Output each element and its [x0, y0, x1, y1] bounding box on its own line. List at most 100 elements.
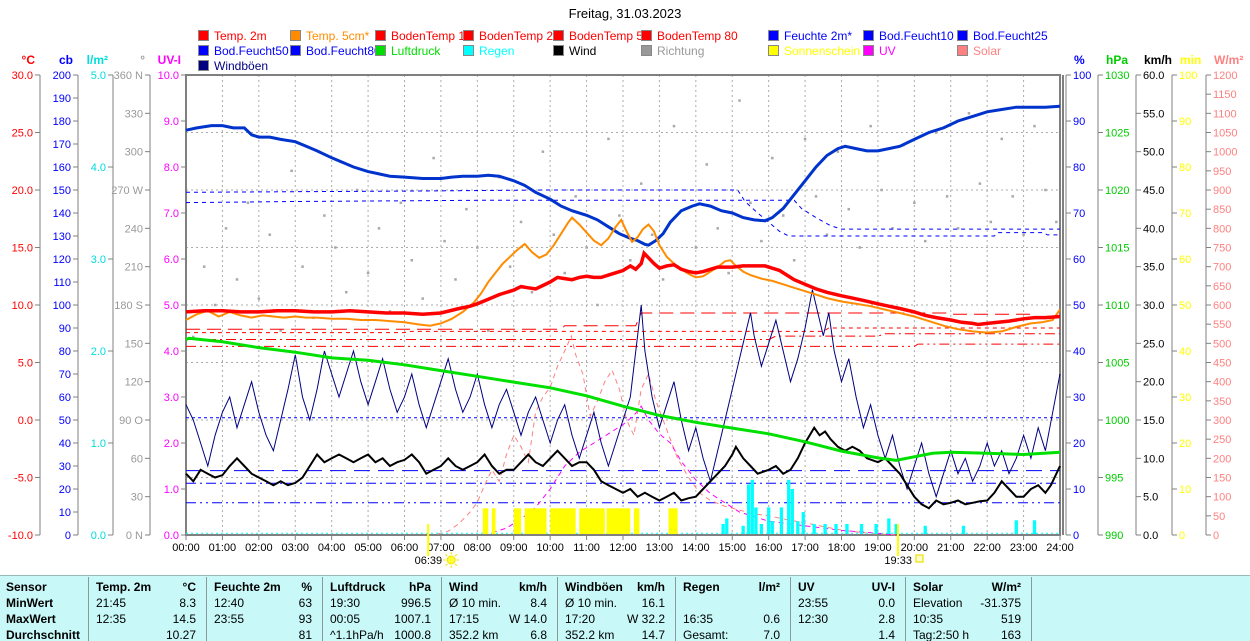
table-solar-minwert: Elevation -31.375 [913, 595, 1021, 611]
table-luftdruck-maxwert: 00:05 1007.1 [330, 611, 431, 627]
axis-tick-label: 150 [1213, 473, 1231, 485]
series-regen-bar [859, 523, 864, 534]
table-temp-2m-header: Temp. 2m °C [96, 579, 196, 595]
table-cell-right: W/m² [991, 580, 1021, 594]
series-regen-bar [725, 518, 729, 534]
axis-tick-label: 60.0 [1143, 70, 1164, 82]
legend-item-bodentemp-10: BodenTemp 10 [375, 29, 472, 43]
series-luftdruck [185, 336, 1061, 462]
series-richtung-dot [476, 246, 479, 249]
axis-tick-label: 10.0 [12, 300, 33, 312]
legend-swatch-icon [553, 30, 564, 41]
series-regen-bar [961, 525, 966, 534]
series-regen-bar [721, 523, 725, 534]
series-richtung-dot [924, 239, 927, 243]
axis-tick-label: 20 [1073, 438, 1085, 450]
series-richtung-dot [891, 227, 894, 230]
x-axis-label: 16:00 [755, 542, 783, 554]
axis-tick-label: 190 [53, 93, 71, 105]
axis-tick-label: 700 [1213, 262, 1231, 274]
axis-tick-label: 60 [59, 392, 71, 404]
x-axis-label: 10:00 [536, 542, 564, 554]
axis-tick-label: 80 [1179, 162, 1191, 174]
axis-tick-label: 40 [1179, 346, 1191, 358]
axis-tick-label: 30 [131, 492, 143, 504]
table-cell-right: 0.6 [763, 612, 780, 626]
series-richtung-dot [541, 150, 545, 153]
legend-swatch-icon [768, 45, 779, 56]
table-cell-left: Luftdruck [330, 580, 386, 594]
series-richtung-dot [792, 259, 796, 262]
series-regen-bar [779, 507, 784, 534]
series-richtung-dot [694, 246, 698, 249]
series-richtung-dot [607, 137, 610, 141]
chart-canvas: °C 30.0 25.0 20.0 15.0 10.0 5.0 0.0 -5.0 -10.0 cb 2… [8, 53, 1243, 568]
x-axis-label: 08:00 [464, 542, 492, 554]
series-regen-bar [834, 523, 838, 534]
series-richtung-dot [366, 271, 370, 275]
series-richtung-dot [596, 303, 599, 307]
table-cell-right: -31.375 [980, 596, 1021, 610]
axis-tick-label: 60 [1073, 254, 1085, 266]
axis-tick-label: 90 O [119, 415, 143, 427]
axis-tick-label: 300 [1213, 415, 1231, 427]
axis-tick-label: 200 [53, 70, 71, 82]
sunrise-marker [427, 524, 430, 556]
series-richtung-dot [235, 278, 239, 281]
series-regen-bar [770, 521, 774, 534]
table-cell-right: l/m² [758, 580, 780, 594]
table-cell-right: 1.4 [878, 628, 895, 641]
table-regen-header: Regen l/m² [683, 579, 780, 595]
axis-tick-label: 20.0 [12, 185, 33, 197]
table-feuchte-2m-maxwert: 23:55 93 [214, 611, 312, 627]
legend-label: Bod.Feucht10 [879, 28, 954, 43]
x-axis-label: 15:00 [718, 542, 746, 554]
legend-label: BodenTemp 80 [657, 28, 738, 43]
x-axis-label: 04:00 [318, 542, 346, 554]
table-cell-left: Feuchte 2m [214, 580, 281, 594]
legend-swatch-icon [290, 45, 301, 56]
series-richtung-dot [858, 246, 861, 249]
legend-label: UV [879, 43, 896, 58]
page-title: Freitag, 31.03.2023 [568, 6, 682, 21]
legend-item-bodentemp-50: BodenTemp 50 [553, 29, 650, 43]
series-regen-bar [887, 518, 891, 534]
x-axis-label: 13:00 [646, 542, 674, 554]
axis-tick-label: 70 [1073, 208, 1085, 220]
table-temp-2m-durchschnitt: 10.27 [96, 627, 196, 641]
axis-tick-label: 10.0 [1143, 453, 1164, 465]
axis-tick-label: 5.0 [18, 358, 33, 370]
series-sonnenschein-bar [668, 508, 678, 534]
table-temp-2m-minwert: 21:45 8.3 [96, 595, 196, 611]
legend-swatch-icon [463, 45, 474, 56]
axis-tick-label: 40 [1073, 346, 1085, 358]
table-cell-right: 10.27 [165, 628, 196, 641]
series-richtung-dot [519, 220, 523, 224]
axis-tick-label: 990 [1105, 530, 1123, 542]
series-richtung-dot [323, 214, 326, 217]
series-regen-bar [874, 523, 878, 534]
table-cell-right: 63 [298, 596, 312, 610]
table-cell-left: 16:35 [683, 612, 714, 626]
table-windb-en-header: Windböen km/h [565, 579, 665, 595]
axis-tick-label: 50.0 [1143, 147, 1164, 159]
legend-label: Temp. 2m [214, 28, 267, 43]
table-cell-left: Regen [683, 580, 720, 594]
series-richtung-dot [771, 156, 774, 160]
series-richtung-dot [268, 233, 272, 236]
table-uv-header: UV UV-I [798, 579, 895, 595]
table-cell-left: 23:55 [214, 612, 245, 626]
table-cell-left: 17:20 [565, 612, 596, 626]
table-cell-left: 17:15 [449, 612, 480, 626]
table-wind-maxwert: 17:15 W 14.0 [449, 611, 547, 627]
legend-label: Temp. 5cm* [306, 28, 370, 43]
axis-tick-label: 150 [125, 338, 143, 350]
axis-tick-label: 20 [1179, 438, 1191, 450]
axis-header-min: min [1180, 53, 1201, 67]
axis-tick-label: 210 [125, 262, 143, 274]
table-cell-right: km/h [518, 580, 547, 594]
table-luftdruck-durchschnitt: ^1.1hPa/h 1000.8 [330, 627, 431, 641]
table-cell-left: Solar [913, 580, 944, 594]
table-solar-maxwert: 10:35 519 [913, 611, 1021, 627]
legend-label: Richtung [657, 43, 705, 58]
